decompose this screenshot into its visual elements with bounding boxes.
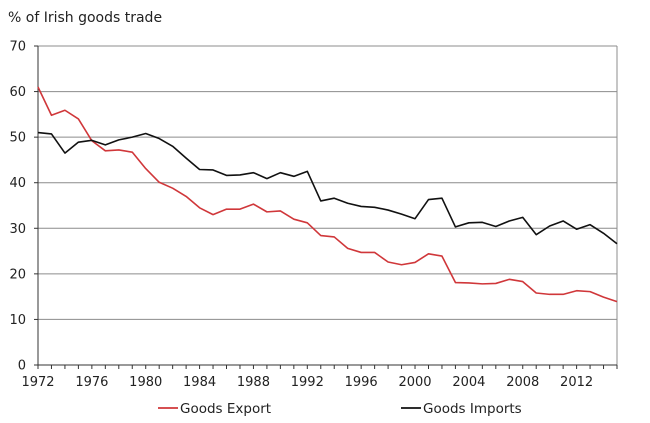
gridlines: [38, 45, 617, 320]
x-tick-label: 1984: [183, 375, 216, 390]
legend-item-goods-export: Goods Export: [158, 401, 271, 417]
legend: Goods Export Goods Imports: [158, 401, 522, 417]
legend-label: Goods Export: [180, 401, 271, 417]
y-tick-label: 50: [9, 131, 26, 146]
legend-item-goods-imports: Goods Imports: [401, 401, 522, 417]
x-tick-label: 2004: [452, 375, 485, 390]
y-axis-title: % of Irish goods trade: [8, 10, 162, 26]
x-tick-label: 1996: [345, 375, 378, 390]
x-tick-label: 1992: [291, 375, 324, 390]
y-tick-label: 60: [9, 85, 26, 100]
y-tick-label: 30: [9, 222, 26, 237]
x-tick-label: 1976: [75, 375, 108, 390]
y-tick-label: 70: [9, 40, 26, 55]
x-axis: 1972 1976 1980 1984 1988 1992 1996 2000 2004 2008…: [21, 365, 618, 390]
y-tick-label: 0: [18, 359, 26, 374]
legend-label: Goods Imports: [423, 401, 522, 417]
x-tick-label: 2000: [398, 375, 431, 390]
x-tick-label: 1980: [129, 375, 162, 390]
y-tick-label: 40: [9, 176, 26, 191]
x-tick-label: 2012: [560, 375, 593, 390]
series-lines: [37, 86, 618, 303]
y-tick-label: 10: [9, 313, 26, 328]
plot-frame: [37, 46, 618, 366]
y-tick-label: 20: [9, 267, 26, 282]
series-line-goods-export: [37, 86, 618, 303]
x-tick-label: 1972: [21, 375, 54, 390]
x-tick-label: 2008: [506, 375, 539, 390]
x-tick-label: 1988: [237, 375, 270, 390]
series-line-goods-imports: [37, 131, 618, 245]
y-axis: 0 10 20 30 40 50 60 70: [9, 40, 38, 374]
